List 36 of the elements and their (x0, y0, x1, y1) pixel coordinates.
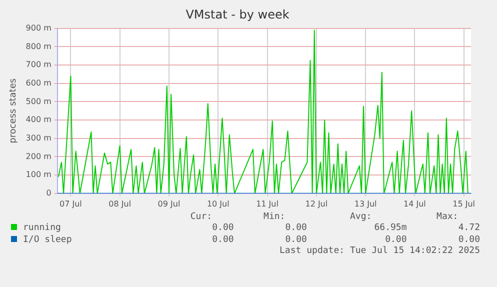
y-tick-label: 0 (46, 188, 52, 198)
y-tick-label: 400 m (26, 115, 52, 124)
legend-label: I/O sleep (23, 235, 72, 245)
text: 0.00 (284, 222, 308, 234)
text: Avg: (349, 212, 373, 222)
y-tick-label: 600 m (26, 78, 52, 88)
legend-label: running (23, 223, 61, 233)
y-tick-label: 900 m (26, 23, 52, 32)
text: Min: (262, 212, 286, 222)
text: 66.95m (373, 222, 408, 234)
text: 0.00 (284, 234, 308, 246)
y-tick-label: 100 m (26, 170, 52, 180)
y-axis-title: process states (8, 78, 19, 144)
y-tick-label: 200 m (26, 152, 52, 161)
x-tick-label: 11 Jul (256, 199, 278, 208)
x-tick-label: 12 Jul (305, 199, 328, 208)
x-tick-label: 15 Jul (452, 199, 476, 208)
y-tick-label: 500 m (26, 96, 52, 106)
x-tick-label: 09 Jul (158, 199, 180, 208)
x-tick-label: 13 Jul (354, 199, 377, 208)
text: Last update: Tue Jul 15 14:02:22 2025 (278, 246, 481, 256)
y-tick-label: 700 m (26, 60, 52, 70)
chart-title: VMstat - by week (186, 7, 290, 22)
text: 0.00 (211, 222, 235, 234)
x-tick-label: 14 Jul (404, 199, 426, 208)
x-tick-label: 08 Jul (108, 199, 132, 208)
y-tick-label: 800 m (26, 42, 52, 51)
text: 0.00 (211, 234, 235, 246)
x-tick-label: 10 Jul (206, 199, 230, 208)
text: 0.00 (384, 234, 408, 246)
text: Max: (436, 212, 458, 222)
text: Cur: (189, 212, 212, 222)
text: 0.00 (457, 234, 481, 246)
y-tick-label: 300 m (26, 133, 52, 142)
text: 4.72 (457, 222, 481, 234)
x-tick-label: 07 Jul (60, 199, 82, 208)
